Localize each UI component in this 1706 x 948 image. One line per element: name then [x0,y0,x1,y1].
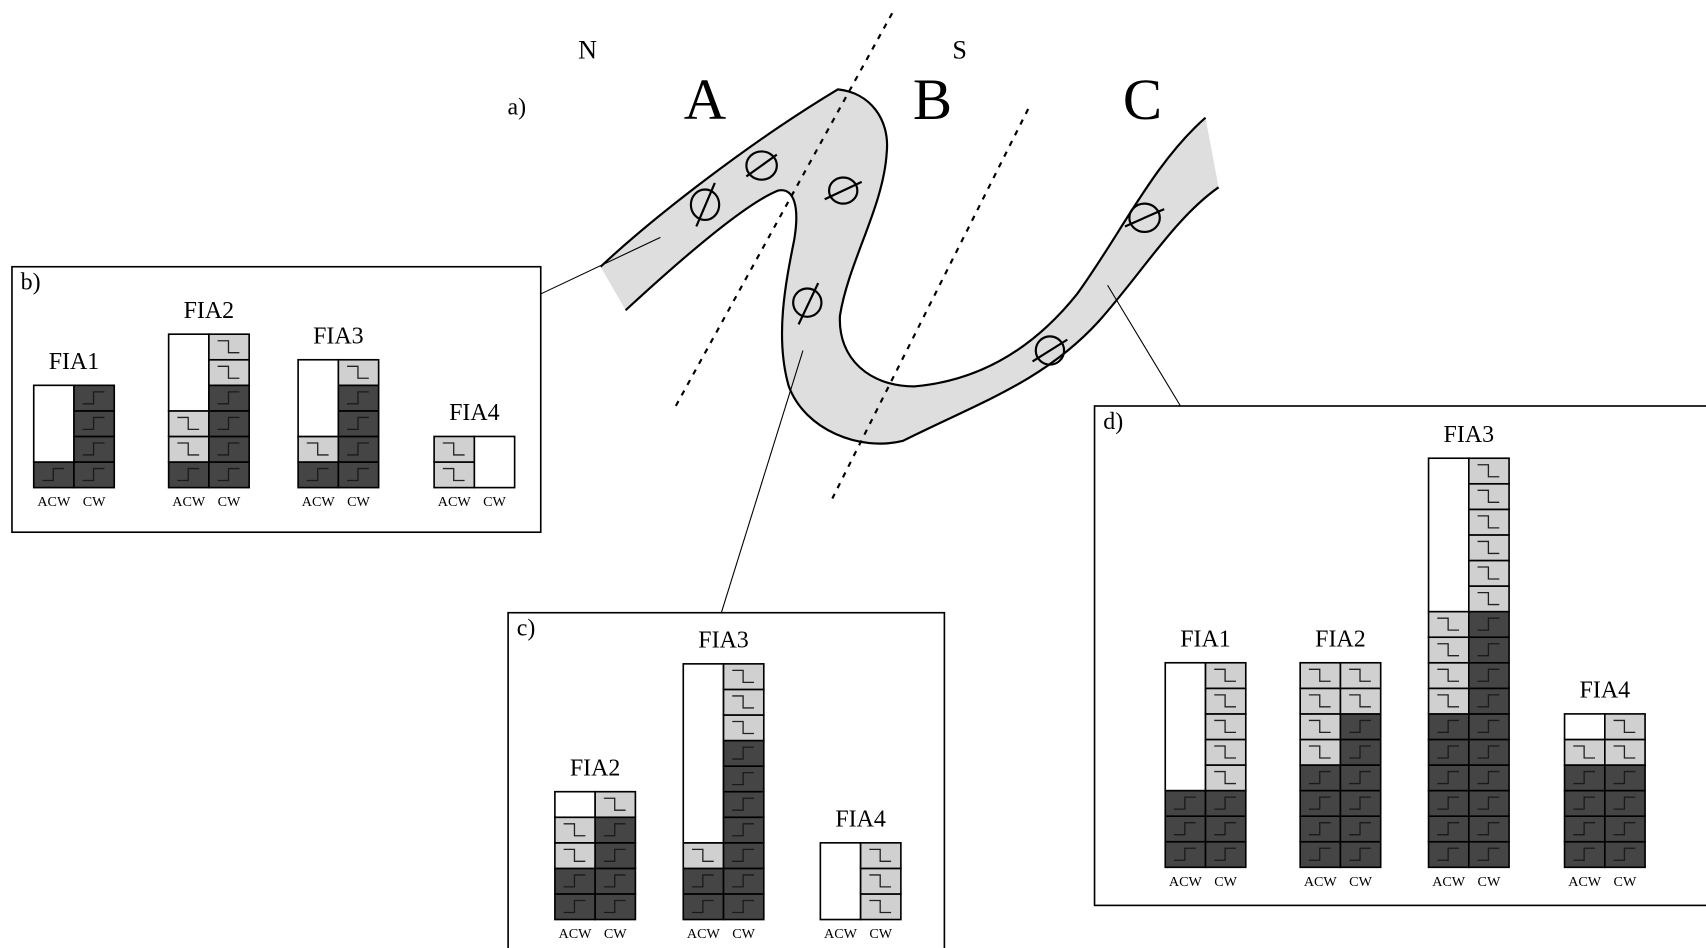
group-label: FIA3 [1444,422,1495,448]
zone-label: A [684,67,726,132]
compass-label: N [578,35,597,64]
panel-label: a) [508,94,527,120]
column-label: ACW [1304,874,1338,890]
column-label: CW [1478,874,1501,890]
leader-line [1108,285,1181,406]
compass-label: S [952,35,967,64]
empty-cell [1165,663,1205,791]
empty-cell [298,360,338,437]
empty-cell [474,436,514,487]
column-label: CW [483,494,506,510]
column-label: CW [869,926,892,942]
group-label: FIA2 [184,298,235,324]
empty-cell [34,385,74,462]
column-label: ACW [1432,874,1466,890]
column-label: ACW [824,926,858,942]
empty-cell [1429,458,1469,611]
zone-label: C [1123,67,1162,132]
group-label: FIA3 [698,628,749,654]
column-label: ACW [438,494,472,510]
page: {"map": {"label": "a)", "north": "N", "s… [0,0,1706,948]
group-label: FIA2 [570,755,621,781]
column-label: CW [604,926,627,942]
column-label: ACW [687,926,721,942]
group-label: FIA2 [1315,626,1366,652]
column-label: CW [1349,874,1372,890]
empty-cell [169,334,209,411]
panel-label: c) [517,616,536,642]
column-label: ACW [37,494,71,510]
group-label: FIA1 [1180,626,1231,652]
empty-cell [555,792,595,818]
column-label: ACW [1169,874,1203,890]
group-label: FIA4 [449,400,500,426]
column-label: CW [347,494,370,510]
empty-cell [1565,714,1605,740]
river [601,89,1219,443]
group-label: FIA4 [835,807,886,833]
column-label: CW [83,494,106,510]
group-label: FIA4 [1580,678,1631,704]
empty-cell [820,843,860,920]
column-label: ACW [172,494,206,510]
column-label: CW [218,494,241,510]
column-label: ACW [1568,874,1602,890]
column-label: CW [1214,874,1237,890]
group-label: FIA1 [49,349,100,375]
column-label: ACW [559,926,593,942]
empty-cell [683,664,723,843]
zone-label: B [913,67,952,132]
column-label: CW [732,926,755,942]
panel-label: d) [1103,409,1123,435]
group-label: FIA3 [313,323,364,349]
panel-label: b) [21,270,41,296]
figure: a) N S A B C b) ACW CW FIA1 ACW CW FIA2 ACW CW FI… [0,0,1706,948]
column-label: ACW [302,494,336,510]
column-label: CW [1614,874,1637,890]
leader-line [721,351,803,613]
